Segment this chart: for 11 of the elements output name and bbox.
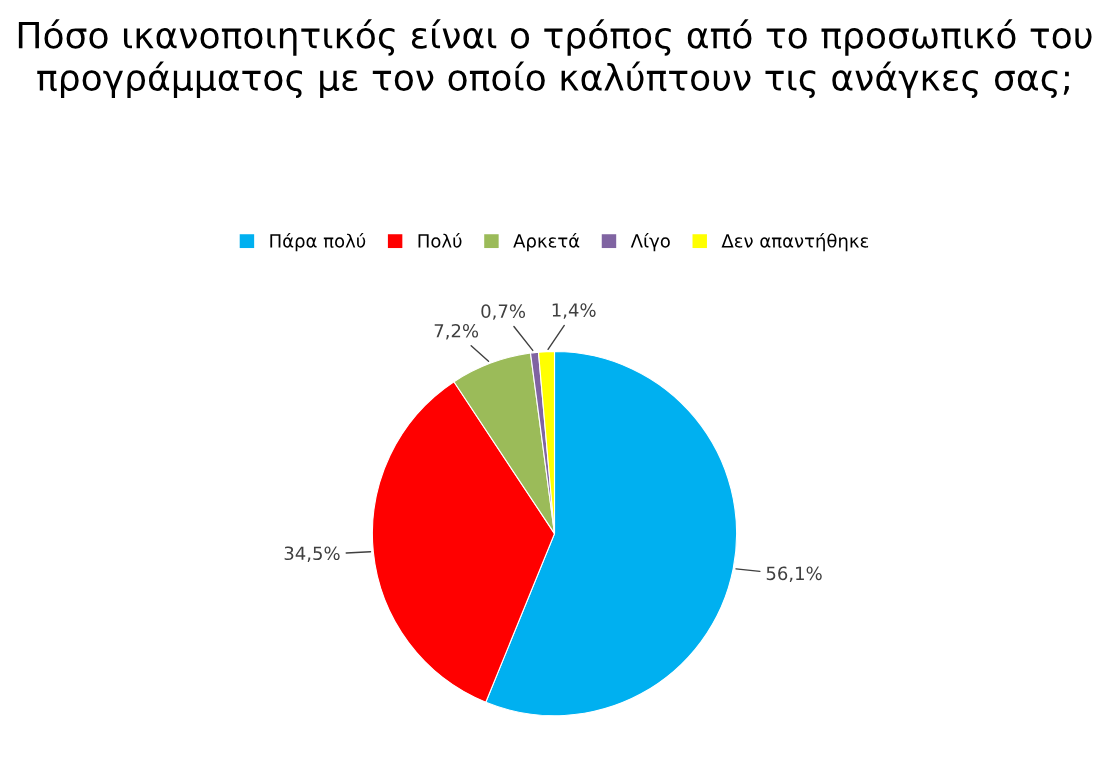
data-label: 1,4% [552,303,596,319]
data-label: 34,5% [284,546,340,562]
legend-label: Δεν απαντήθηκε [721,232,869,252]
data-label: 7,2% [434,323,479,340]
legend-label: Λίγο [630,232,670,252]
legend-label: Αρκετά [513,232,580,252]
legend-label: Πολύ [418,232,462,248]
legend-label: Πάρα πολύ [270,232,366,252]
chart-title: Πόσο ικανοποιητικός είναι ο τρόπος από το προσωπικό του προγράμματος με τον οποίο καλύπτουν τις ανάγκες σας; [18,19,1092,99]
data-label: 0,7% [481,304,526,320]
data-label: 56,1% [766,566,822,582]
